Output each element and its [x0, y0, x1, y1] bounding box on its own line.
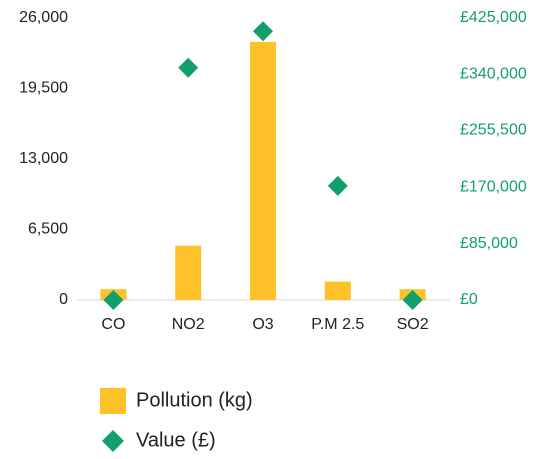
y-tick-label: 26,000: [19, 9, 68, 26]
y2-tick-label: £255,500: [460, 122, 527, 139]
bar: [250, 41, 276, 300]
bar: [175, 245, 202, 300]
x-tick-label: CO: [101, 316, 125, 333]
legend-swatch: [102, 430, 124, 452]
bar: [324, 281, 351, 300]
diamond-marker: [327, 175, 348, 196]
y2-tick-label: £0: [460, 291, 478, 308]
y-tick-label: 6,500: [28, 221, 68, 238]
y-tick-label: 0: [59, 291, 68, 308]
diamond-marker: [253, 21, 273, 42]
diamond-marker: [402, 290, 423, 310]
legend-label: Pollution (kg): [136, 389, 253, 411]
legend-label: Value (£): [136, 429, 216, 451]
diamond-marker: [103, 290, 124, 310]
x-tick-label: P.M 2.5: [311, 316, 364, 333]
y2-tick-label: £340,000: [460, 66, 527, 83]
y-tick-label: 19,500: [19, 80, 68, 97]
y2-tick-label: £425,000: [460, 9, 527, 26]
x-tick-label: NO2: [172, 316, 205, 333]
x-tick-label: O3: [252, 316, 273, 333]
y2-tick-label: £85,000: [460, 235, 518, 252]
diamond-marker: [178, 57, 199, 78]
y-tick-label: 13,000: [19, 150, 68, 167]
x-tick-label: SO2: [397, 316, 429, 333]
y2-tick-label: £170,000: [460, 178, 527, 195]
legend-swatch: [100, 388, 126, 414]
